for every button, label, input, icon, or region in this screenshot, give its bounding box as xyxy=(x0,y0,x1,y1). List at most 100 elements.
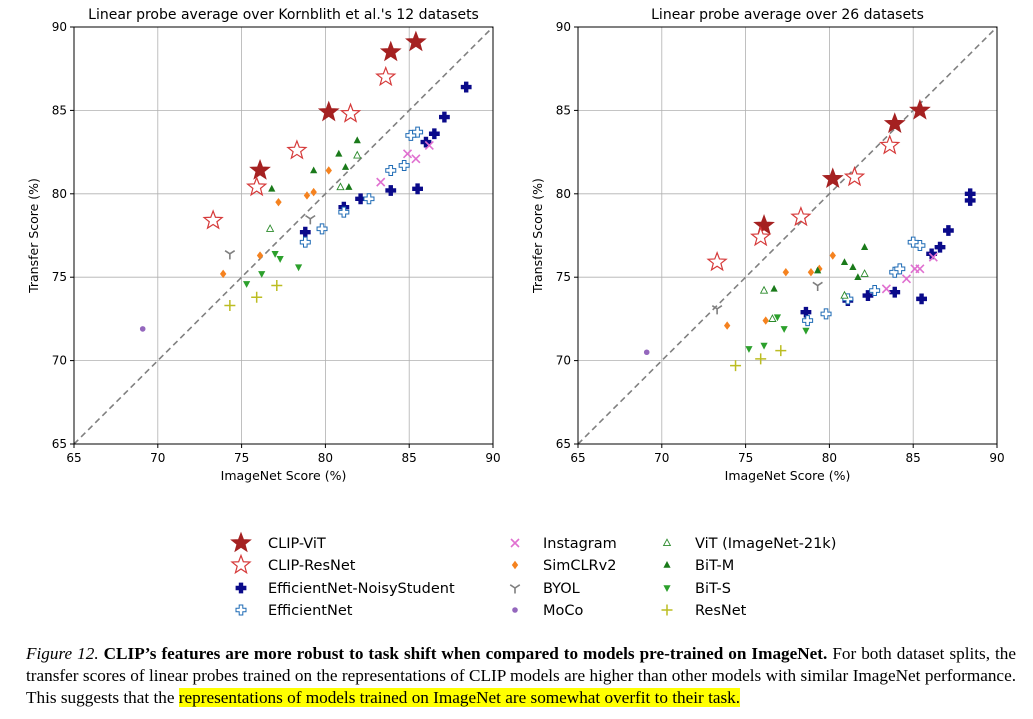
data-point-vit21k xyxy=(353,150,362,159)
data-point-effnet xyxy=(398,159,410,171)
data-point-simclr xyxy=(829,251,836,260)
legend-item-simclr: SimCLRv2 xyxy=(511,558,616,574)
data-point-clip_vit xyxy=(909,98,931,120)
x-tick-label: 85 xyxy=(402,451,417,465)
y-tick-label: 75 xyxy=(52,270,67,284)
data-point-effnet xyxy=(802,315,814,327)
legend-item-vit21k: ViT (ImageNet-21k) xyxy=(662,536,836,552)
series-clip_vit xyxy=(249,30,427,180)
data-point-byol xyxy=(224,249,236,260)
data-point-effnet_ns xyxy=(412,183,423,195)
legend-label: CLIP-ViT xyxy=(268,536,326,552)
data-point-resnet xyxy=(755,353,767,365)
series-vit21k xyxy=(759,269,869,322)
legend-label: ViT (ImageNet-21k) xyxy=(695,536,836,552)
data-point-effnet xyxy=(316,223,328,235)
data-point-bits xyxy=(258,271,266,278)
legend-label: CLIP-ResNet xyxy=(268,558,356,574)
data-point-simclr xyxy=(275,197,282,207)
x-tick-label: 65 xyxy=(66,451,81,465)
data-point-byol xyxy=(812,281,823,292)
y-tick-label: 85 xyxy=(52,103,67,117)
reference-line xyxy=(73,26,494,445)
data-point-bits xyxy=(745,346,753,353)
x-tick-label: 65 xyxy=(570,451,585,465)
legend-label: Instagram xyxy=(543,536,617,552)
series-bits xyxy=(745,314,810,353)
legend-label: BiT-S xyxy=(695,581,731,597)
legend-label: SimCLRv2 xyxy=(543,558,616,574)
data-point-bitm xyxy=(268,184,276,192)
data-point-effnet_ns xyxy=(916,293,927,305)
data-point-instagram xyxy=(402,149,413,159)
data-point-clip_resnet xyxy=(706,250,728,272)
data-point-vit21k xyxy=(265,224,275,232)
data-point-effnet xyxy=(820,308,832,320)
data-point-effnet_ns xyxy=(934,241,946,253)
data-point-clip_resnet xyxy=(339,102,362,123)
figure: 65 70 75 80 85 90 65 70 75 80 85 90 Linear probe ave… xyxy=(26,7,1005,619)
legend: CLIP-ViT CLIP-ResNet EfficientNet-NoisyStu… xyxy=(230,531,836,619)
chart-left: 65 70 75 80 85 90 65 70 75 80 85 90 Linear probe ave… xyxy=(26,7,501,483)
legend-label: BYOL xyxy=(543,581,580,597)
legend-marker-bitm xyxy=(663,561,671,568)
legend-marker-moco xyxy=(512,607,518,613)
y-tick-label: 70 xyxy=(52,354,67,368)
data-point-instagram xyxy=(928,252,938,262)
series-simclr xyxy=(219,166,332,279)
data-point-bits xyxy=(294,264,303,272)
data-point-resnet xyxy=(224,300,236,312)
caption-bold: CLIP’s features are more robust to task … xyxy=(103,644,828,663)
x-tick-label: 75 xyxy=(738,451,753,465)
data-point-bitm xyxy=(860,243,869,250)
legend-item-effnet: EfficientNet xyxy=(235,603,353,619)
data-point-simclr xyxy=(723,321,731,330)
series-effnet_ns xyxy=(299,81,472,238)
data-point-simclr xyxy=(256,251,264,260)
data-point-bitm xyxy=(854,273,862,280)
legend-item-clip_vit: CLIP-ViT xyxy=(230,531,326,553)
data-point-vit21k xyxy=(336,182,345,191)
y-tick-label: 65 xyxy=(52,437,67,451)
x-tick-label: 70 xyxy=(654,451,669,465)
data-point-bits xyxy=(243,281,251,288)
data-point-clip_resnet xyxy=(879,134,901,155)
data-point-instagram xyxy=(424,140,434,150)
data-point-effnet_ns xyxy=(889,286,901,298)
legend-marker-clip_resnet xyxy=(230,553,252,575)
data-point-effnet xyxy=(299,236,311,248)
x-tick-label: 85 xyxy=(906,451,921,465)
legend-item-byol: BYOL xyxy=(509,581,580,597)
series-effnet_ns xyxy=(800,188,976,318)
chart-right: 65 70 75 80 85 90 65 70 75 80 85 90 Linear probe ave… xyxy=(530,7,1005,483)
points xyxy=(643,98,976,372)
data-point-effnet_ns xyxy=(438,111,450,123)
data-point-effnet xyxy=(894,263,906,275)
data-point-clip_vit xyxy=(883,112,906,133)
data-point-resnet xyxy=(271,280,283,292)
data-point-byol xyxy=(305,214,316,225)
data-point-bitm xyxy=(353,136,361,144)
y-tick-label: 90 xyxy=(556,20,571,34)
legend-label: MoCo xyxy=(543,603,584,619)
y-tick-label: 85 xyxy=(556,103,571,117)
series-vit21k xyxy=(265,150,362,232)
series-effnet xyxy=(299,126,424,248)
legend-item-bits: BiT-S xyxy=(663,581,731,597)
legend-item-effnet_ns: EfficientNet-NoisyStudent xyxy=(235,581,455,597)
plot-frame xyxy=(73,26,494,445)
data-point-resnet xyxy=(730,360,742,372)
data-point-clip_vit xyxy=(821,167,844,189)
data-point-clip_resnet xyxy=(843,165,866,187)
data-point-effnet_ns xyxy=(460,81,472,93)
data-point-resnet xyxy=(251,291,263,303)
data-point-effnet xyxy=(914,240,926,252)
x-tick-label: 75 xyxy=(234,451,249,465)
x-tick-label: 80 xyxy=(318,451,333,465)
data-point-simclr xyxy=(807,267,815,277)
caption-body: For both dataset splits, the transfer sc… xyxy=(26,644,1017,707)
x-tick-label: 90 xyxy=(989,451,1004,465)
legend-marker-simclr xyxy=(511,560,519,570)
data-point-effnet xyxy=(412,126,424,138)
y-axis-label: Transfer Score (%) xyxy=(530,178,545,294)
